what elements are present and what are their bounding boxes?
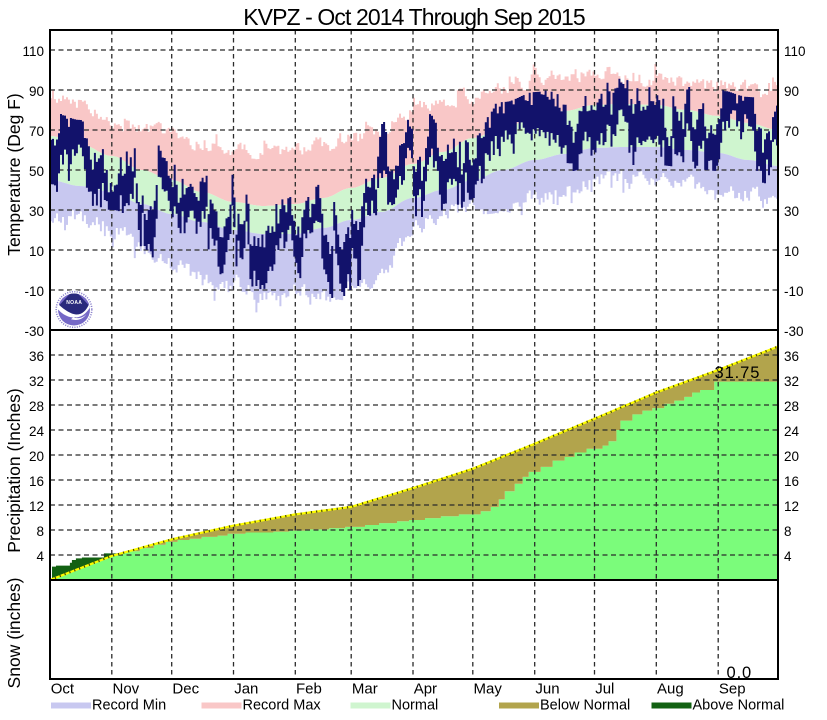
svg-text:8: 8 xyxy=(36,524,44,539)
svg-text:32: 32 xyxy=(29,374,44,389)
svg-text:10: 10 xyxy=(784,244,799,259)
svg-text:110: 110 xyxy=(784,44,806,59)
svg-text:30: 30 xyxy=(784,204,799,219)
svg-text:31.75: 31.75 xyxy=(715,364,761,382)
svg-text:Precipitation (Inches): Precipitation (Inches) xyxy=(4,388,24,552)
svg-text:32: 32 xyxy=(784,374,799,389)
svg-text:Sep: Sep xyxy=(719,681,746,698)
svg-text:28: 28 xyxy=(29,399,44,414)
svg-text:Dec: Dec xyxy=(172,681,199,698)
svg-text:36: 36 xyxy=(784,349,799,364)
svg-text:Above Normal: Above Normal xyxy=(693,698,785,714)
svg-text:50: 50 xyxy=(784,164,799,179)
svg-text:16: 16 xyxy=(784,474,799,489)
svg-text:10: 10 xyxy=(29,244,44,259)
svg-text:Jan: Jan xyxy=(234,681,258,698)
svg-text:24: 24 xyxy=(784,424,800,439)
svg-text:30: 30 xyxy=(29,204,44,219)
svg-text:Jul: Jul xyxy=(595,681,614,698)
svg-text:-30: -30 xyxy=(24,324,44,339)
svg-text:16: 16 xyxy=(29,474,44,489)
svg-text:Aug: Aug xyxy=(657,681,684,698)
svg-text:Jun: Jun xyxy=(535,681,559,698)
svg-text:28: 28 xyxy=(784,399,799,414)
svg-text:12: 12 xyxy=(29,499,44,514)
svg-text:12: 12 xyxy=(784,499,799,514)
svg-text:Feb: Feb xyxy=(296,681,322,698)
svg-text:Apr: Apr xyxy=(414,681,437,698)
svg-text:Snow (inches): Snow (inches) xyxy=(4,578,24,689)
svg-text:-10: -10 xyxy=(24,284,44,299)
svg-text:May: May xyxy=(474,681,503,698)
svg-text:70: 70 xyxy=(784,124,799,139)
svg-text:Oct: Oct xyxy=(51,681,75,698)
svg-text:90: 90 xyxy=(29,84,44,99)
svg-text:24: 24 xyxy=(29,424,45,439)
svg-text:8: 8 xyxy=(784,524,792,539)
svg-text:70: 70 xyxy=(29,124,44,139)
svg-text:Below Normal: Below Normal xyxy=(540,698,630,714)
svg-text:-10: -10 xyxy=(784,284,804,299)
svg-text:36: 36 xyxy=(29,349,44,364)
svg-text:NOAA: NOAA xyxy=(66,300,82,306)
svg-text:4: 4 xyxy=(36,549,44,564)
svg-text:Record Min: Record Min xyxy=(92,698,166,714)
svg-text:110: 110 xyxy=(22,44,44,59)
svg-text:Temperature (Deg F): Temperature (Deg F) xyxy=(4,93,24,255)
svg-text:90: 90 xyxy=(784,84,799,99)
svg-text:Nov: Nov xyxy=(113,681,140,698)
svg-text:0.0: 0.0 xyxy=(727,664,753,682)
svg-text:KVPZ - Oct 2014 Through Sep 20: KVPZ - Oct 2014 Through Sep 2015 xyxy=(243,4,585,30)
svg-text:Mar: Mar xyxy=(352,681,378,698)
svg-text:50: 50 xyxy=(29,164,44,179)
svg-text:20: 20 xyxy=(784,449,799,464)
svg-text:Normal: Normal xyxy=(392,698,439,714)
svg-text:20: 20 xyxy=(29,449,44,464)
svg-text:Record Max: Record Max xyxy=(243,698,322,714)
svg-text:-30: -30 xyxy=(784,324,804,339)
svg-text:4: 4 xyxy=(784,549,792,564)
